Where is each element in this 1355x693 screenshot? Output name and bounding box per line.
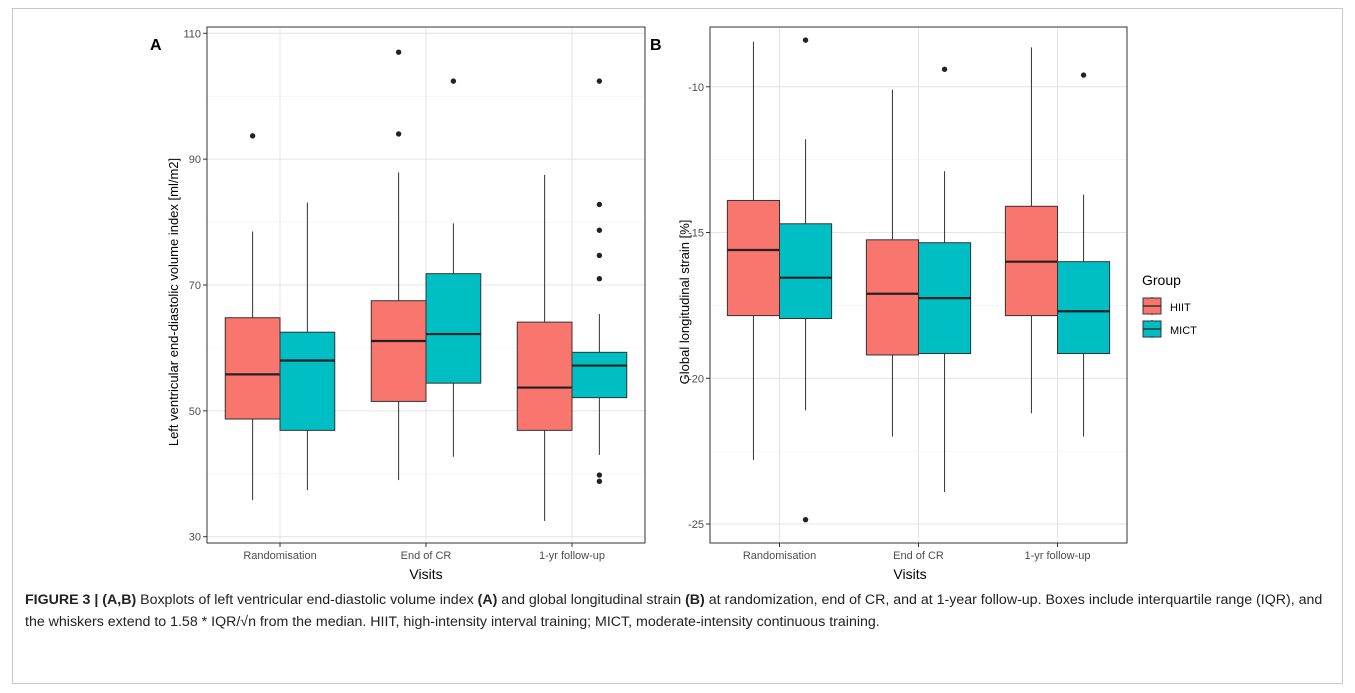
box-hiit-1 <box>370 49 427 481</box>
outlier-point <box>249 133 256 139</box>
legend: Group HIIT MICT <box>1142 272 1197 338</box>
caption-text-2: and global longitudinal strain <box>497 592 686 608</box>
panel-b-plot-area: -10 -15 -20 -25 Randomisation End of CR 1-yr f… <box>688 26 1128 562</box>
legend-title: Group <box>1142 272 1181 288</box>
panel-a-y-axis-label: Left ventricular end-diastolic volume in… <box>166 158 181 446</box>
panel-b-letter: B <box>650 37 662 54</box>
box-iqr <box>370 300 427 402</box>
figure-plots: A 30 50 70 90 110 Randomisation End of CR 1-yr … <box>150 26 1197 582</box>
panel-b-x-axis-label: Visits <box>893 566 926 582</box>
y-tick-label: 70 <box>189 280 201 292</box>
outlier-point <box>941 66 948 72</box>
panel-a-plot-area: 30 50 70 90 110 Randomisation End of CR 1-yr fo… <box>183 26 646 562</box>
box-iqr <box>425 273 482 384</box>
y-tick-label: 50 <box>189 406 201 418</box>
box-mict-2 <box>1057 72 1111 437</box>
x-tick-label: 1-yr follow-up <box>1024 550 1090 562</box>
caption-ref-b: (B) <box>685 592 705 608</box>
x-tick-label: Randomisation <box>743 550 816 562</box>
box-iqr <box>571 351 628 399</box>
box-iqr <box>1057 261 1111 355</box>
x-tick-label: End of CR <box>893 550 944 562</box>
panel-b: B -10 -15 -20 -25 Randomisation End of CR 1-yr… <box>650 26 1128 582</box>
caption-ref-a: (A) <box>477 592 498 608</box>
y-tick-label: 110 <box>183 28 201 40</box>
box-hiit-2 <box>516 174 573 521</box>
box-mict-1 <box>425 78 482 457</box>
outlier-point <box>596 78 603 84</box>
box-mict-1 <box>918 66 972 492</box>
box-iqr <box>224 317 281 420</box>
outlier-point <box>802 37 809 43</box>
box-mict-0 <box>779 37 833 523</box>
box-iqr <box>726 199 780 317</box>
y-tick-label: 30 <box>189 532 201 544</box>
y-tick-label: -20 <box>688 373 704 385</box>
legend-label-mict: MICT <box>1170 325 1197 337</box>
x-tick-label: 1-yr follow-up <box>539 550 605 562</box>
legend-item-mict: MICT <box>1142 320 1197 338</box>
box-iqr <box>865 239 919 356</box>
y-tick-label: 90 <box>189 154 201 166</box>
caption-text-1: Boxplots of left ventricular end-diastol… <box>136 592 478 608</box>
outlier-point <box>395 49 402 55</box>
caption-figure-label: FIGURE 3 | (A,B) <box>25 592 137 608</box>
y-tick-label: -10 <box>688 82 704 94</box>
box-iqr <box>779 223 833 320</box>
panel-a-letter: A <box>150 37 162 54</box>
y-tick-label: -15 <box>688 228 704 240</box>
box-hiit-1 <box>865 89 919 437</box>
outlier-point <box>596 478 603 485</box>
caption-text-3: at randomization, end of CR, and at 1-ye… <box>25 592 1323 630</box>
figure-caption: FIGURE 3 | (A,B) Boxplots of left ventri… <box>25 589 1325 633</box>
outlier-point <box>596 276 603 282</box>
y-tick-label: -25 <box>688 519 704 531</box>
box-mict-0 <box>279 202 336 491</box>
box-hiit-2 <box>1004 47 1058 414</box>
box-iqr <box>279 331 336 431</box>
panel-a: A 30 50 70 90 110 Randomisation End of CR 1-yr … <box>150 26 646 582</box>
outlier-point <box>596 252 603 259</box>
x-tick-label: End of CR <box>401 550 452 562</box>
panel-a-x-axis-label: Visits <box>409 566 442 582</box>
box-hiit-0 <box>726 41 780 460</box>
x-tick-label: Randomisation <box>243 550 316 562</box>
outlier-point <box>802 516 809 523</box>
box-mict-2 <box>571 78 628 485</box>
outlier-point <box>596 227 603 233</box>
legend-label-hiit: HIIT <box>1170 302 1191 314</box>
figure-frame <box>12 8 1343 684</box>
outlier-point <box>395 131 402 137</box>
outlier-point <box>596 201 603 208</box>
outlier-point <box>596 472 603 478</box>
legend-item-hiit: HIIT <box>1142 297 1191 315</box>
outlier-point <box>450 78 457 84</box>
outlier-point <box>1080 72 1087 78</box>
panel-b-y-axis-label: Global longitudinal strain [%] <box>677 220 692 385</box>
box-iqr <box>516 321 573 431</box>
